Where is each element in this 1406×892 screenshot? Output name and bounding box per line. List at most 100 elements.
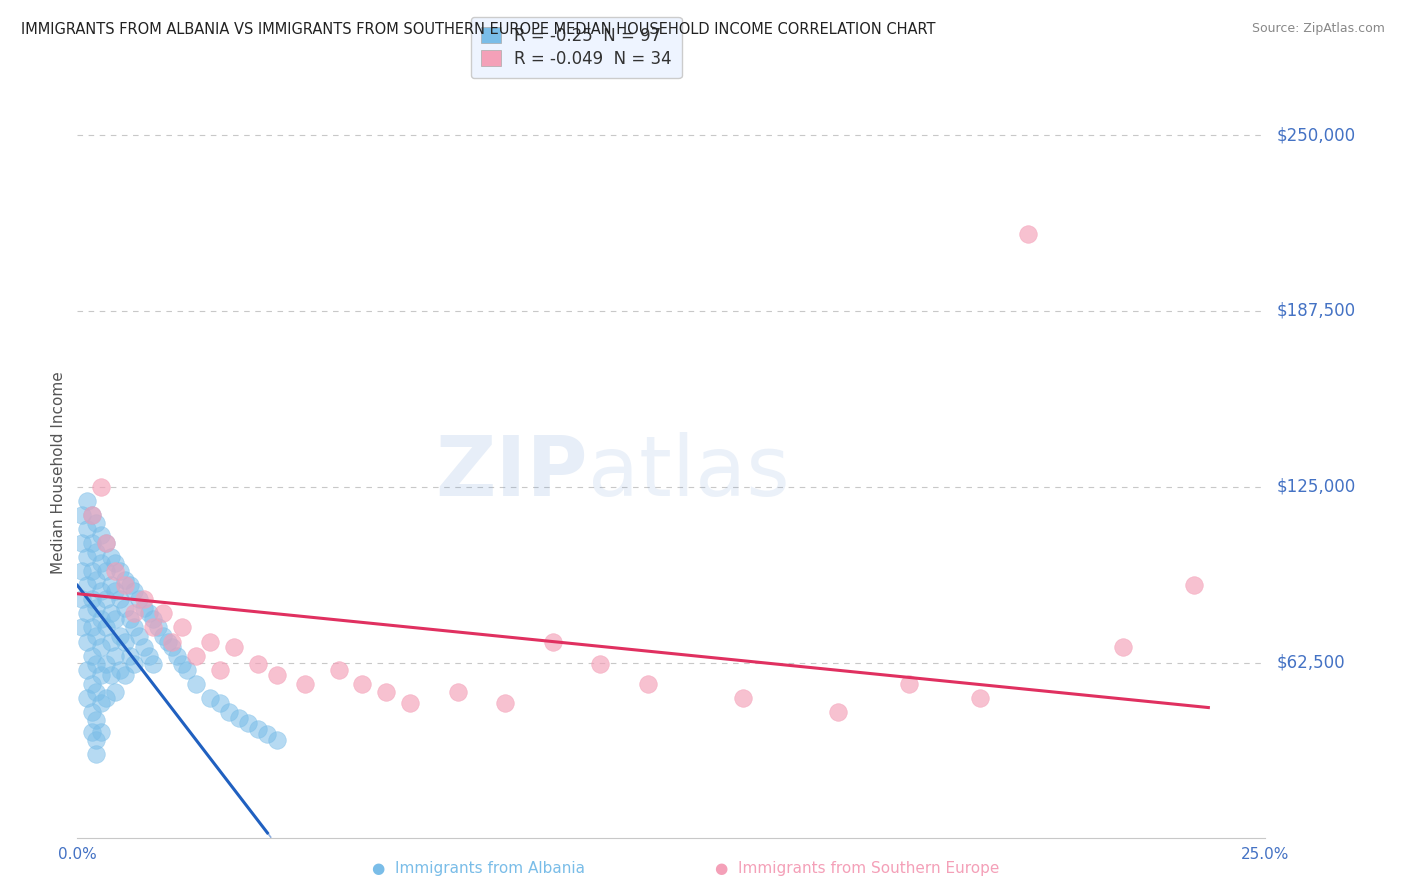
Point	[108, 663, 131, 677]
Point	[80, 724, 103, 739]
Point	[246, 722, 269, 736]
Point	[266, 668, 288, 682]
Point	[90, 697, 112, 711]
Point	[494, 697, 516, 711]
Point	[637, 677, 659, 691]
Point	[208, 663, 231, 677]
Point	[104, 556, 127, 570]
Point	[70, 592, 93, 607]
Point	[86, 657, 108, 671]
Point	[142, 620, 165, 634]
Point	[114, 668, 136, 682]
Text: Source: ZipAtlas.com: Source: ZipAtlas.com	[1251, 22, 1385, 36]
Point	[218, 705, 240, 719]
Text: IMMIGRANTS FROM ALBANIA VS IMMIGRANTS FROM SOUTHERN EUROPE MEDIAN HOUSEHOLD INCO: IMMIGRANTS FROM ALBANIA VS IMMIGRANTS FR…	[21, 22, 935, 37]
Point	[80, 508, 103, 522]
Point	[80, 564, 103, 578]
Point	[70, 620, 93, 634]
Point	[294, 677, 316, 691]
Point	[80, 705, 103, 719]
Point	[1182, 578, 1205, 592]
Point	[76, 494, 98, 508]
Point	[94, 564, 117, 578]
Point	[80, 677, 103, 691]
Point	[104, 564, 127, 578]
Point	[162, 634, 184, 648]
Point	[146, 620, 169, 634]
Point	[156, 634, 179, 648]
Point	[86, 629, 108, 643]
Point	[94, 536, 117, 550]
Point	[76, 522, 98, 536]
Text: $187,500: $187,500	[1277, 302, 1355, 320]
Point	[86, 516, 108, 531]
Point	[70, 564, 93, 578]
Point	[228, 710, 250, 724]
Point	[86, 685, 108, 699]
Point	[224, 640, 246, 655]
Point	[162, 640, 184, 655]
Point	[108, 629, 131, 643]
Point	[446, 685, 468, 699]
Point	[114, 634, 136, 648]
Point	[1017, 227, 1039, 241]
Point	[238, 716, 260, 731]
Point	[731, 690, 754, 705]
Point	[124, 583, 146, 598]
Point	[80, 648, 103, 663]
Point	[80, 592, 103, 607]
Point	[186, 677, 208, 691]
Point	[138, 607, 160, 621]
Point	[124, 657, 146, 671]
Point	[86, 747, 108, 761]
Point	[352, 677, 374, 691]
Point	[104, 583, 127, 598]
Text: $125,000: $125,000	[1277, 478, 1355, 496]
Point	[200, 634, 222, 648]
Point	[170, 620, 193, 634]
Point	[118, 648, 141, 663]
Point	[266, 733, 288, 747]
Point	[90, 556, 112, 570]
Text: ●  Immigrants from Albania: ● Immigrants from Albania	[371, 861, 585, 876]
Point	[90, 724, 112, 739]
Point	[142, 657, 165, 671]
Point	[86, 600, 108, 615]
Y-axis label: Median Household Income: Median Household Income	[51, 371, 66, 574]
Text: atlas: atlas	[588, 433, 790, 513]
Point	[176, 663, 198, 677]
Point	[94, 657, 117, 671]
Point	[114, 578, 136, 592]
Point	[375, 685, 398, 699]
Point	[90, 668, 112, 682]
Point	[118, 612, 141, 626]
Point	[100, 550, 122, 565]
Point	[94, 620, 117, 634]
Point	[256, 727, 278, 741]
Point	[76, 663, 98, 677]
Point	[132, 600, 155, 615]
Point	[100, 607, 122, 621]
Point	[90, 583, 112, 598]
Point	[104, 685, 127, 699]
Point	[76, 634, 98, 648]
Text: $62,500: $62,500	[1277, 654, 1346, 672]
Point	[142, 612, 165, 626]
Point	[104, 612, 127, 626]
Point	[76, 690, 98, 705]
Point	[128, 629, 150, 643]
Point	[170, 657, 193, 671]
Point	[246, 657, 269, 671]
Point	[969, 690, 991, 705]
Point	[94, 592, 117, 607]
Point	[138, 648, 160, 663]
Point	[80, 536, 103, 550]
Point	[100, 634, 122, 648]
Point	[86, 573, 108, 587]
Point	[86, 733, 108, 747]
Point	[80, 508, 103, 522]
Point	[76, 550, 98, 565]
Point	[208, 697, 231, 711]
Point	[399, 697, 422, 711]
Point	[328, 663, 350, 677]
